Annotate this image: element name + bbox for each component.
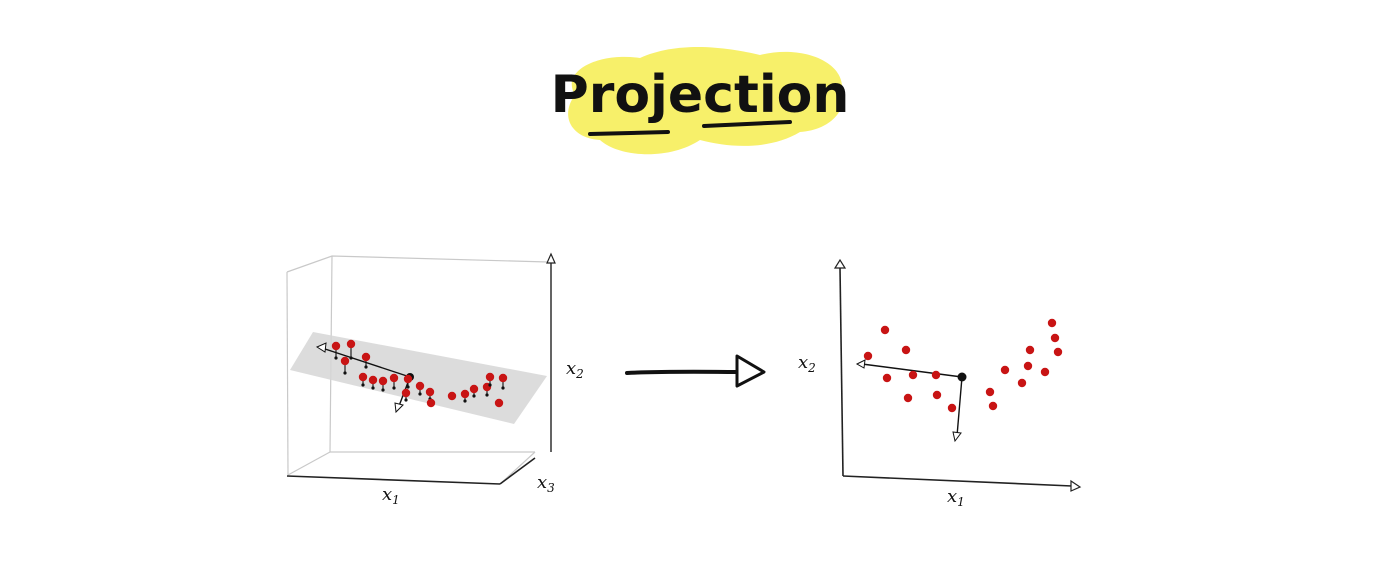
data-point-3d [340,356,350,366]
drop-line-tip [418,392,422,396]
data-point-3d [425,387,435,397]
drop-line-tip [381,388,385,392]
data-point-2d [947,403,957,413]
data-point-3d [378,376,388,386]
drop-line-tip [463,399,467,403]
data-point-2d [1017,378,1027,388]
data-point-2d [1053,347,1063,357]
data-point-2d [988,401,998,411]
x-axis-line [842,475,1073,487]
x3-axis-line [499,457,536,485]
data-point-2d [932,390,942,400]
box-wireframe [286,255,549,485]
data-point-2d [1050,333,1060,343]
drop-line-tip [364,365,368,369]
data-point-3d [460,389,470,399]
data-point-2d [903,393,913,403]
projected-origin-dot [957,372,967,382]
x3-axis-label: x3 [537,472,555,495]
right-2d-plot: x1 x2 [798,258,1082,509]
data-point-2d [1023,361,1033,371]
y-axis-arrowhead [833,258,847,269]
data-point-3d [426,398,436,408]
left-data-points [331,339,508,408]
drop-line-tip [501,386,505,390]
data-point-2d [880,325,890,335]
drop-line-tip [349,356,353,360]
data-point-3d [485,372,495,382]
drop-line-tip [406,385,410,389]
x2-axis-label: x2 [566,358,584,381]
data-point-2d [1047,318,1057,328]
data-point-3d [498,373,508,383]
data-point-3d [389,373,399,383]
principal-axis-2-head [394,402,404,414]
diagram-title: Projection [551,65,850,125]
drop-line-tip [371,386,375,390]
data-point-3d [415,381,425,391]
data-point-3d [346,339,356,349]
projection-plane [290,332,547,424]
x1-axis-label: x1 [382,484,400,507]
drop-line-tip [472,394,476,398]
data-point-3d [494,398,504,408]
data-point-2d [1040,367,1050,377]
data-point-3d [368,375,378,385]
x-axis-arrowhead [1070,479,1082,492]
transform-arrow [625,354,766,388]
principal-axis-2-2d-head [952,431,962,443]
drop-line-tip [334,356,338,360]
data-point-2d [882,373,892,383]
data-point-3d [403,374,413,384]
data-point-2d [901,345,911,355]
data-point-3d [401,388,411,398]
data-point-2d [985,387,995,397]
data-point-2d [863,351,873,361]
data-point-2d [1000,365,1010,375]
drop-line-tip [488,383,492,387]
x1-axis-line [286,475,501,485]
drop-line-tip [392,386,396,390]
drop-line-tip [361,383,365,387]
data-point-2d [908,370,918,380]
data-point-3d [361,352,371,362]
data-point-3d [447,391,457,401]
title-highlight [568,47,844,155]
x1-axis-label-2d: x1 [947,486,965,509]
x2-axis-arrowhead [546,252,556,264]
data-point-2d [1025,345,1035,355]
data-point-3d [358,372,368,382]
drop-line-tip [485,393,489,397]
drop-line-tip [404,398,408,402]
principal-axis-1-head [315,342,327,353]
title-underline-1 [588,130,670,136]
drop-line-tip [343,371,347,375]
right-data-points [863,318,1063,413]
principal-axis-1-2d-head [855,359,866,369]
data-point-3d [469,384,479,394]
x2-axis-label-2d: x2 [798,352,816,375]
y-axis-line [839,267,844,477]
data-point-2d [931,370,941,380]
left-3d-plot: x1 x3 x2 [286,252,584,507]
title-underline-2 [702,120,792,128]
data-point-3d [331,341,341,351]
principal-axis-2-2d [956,376,963,437]
principal-axis-1-2d [861,363,963,378]
